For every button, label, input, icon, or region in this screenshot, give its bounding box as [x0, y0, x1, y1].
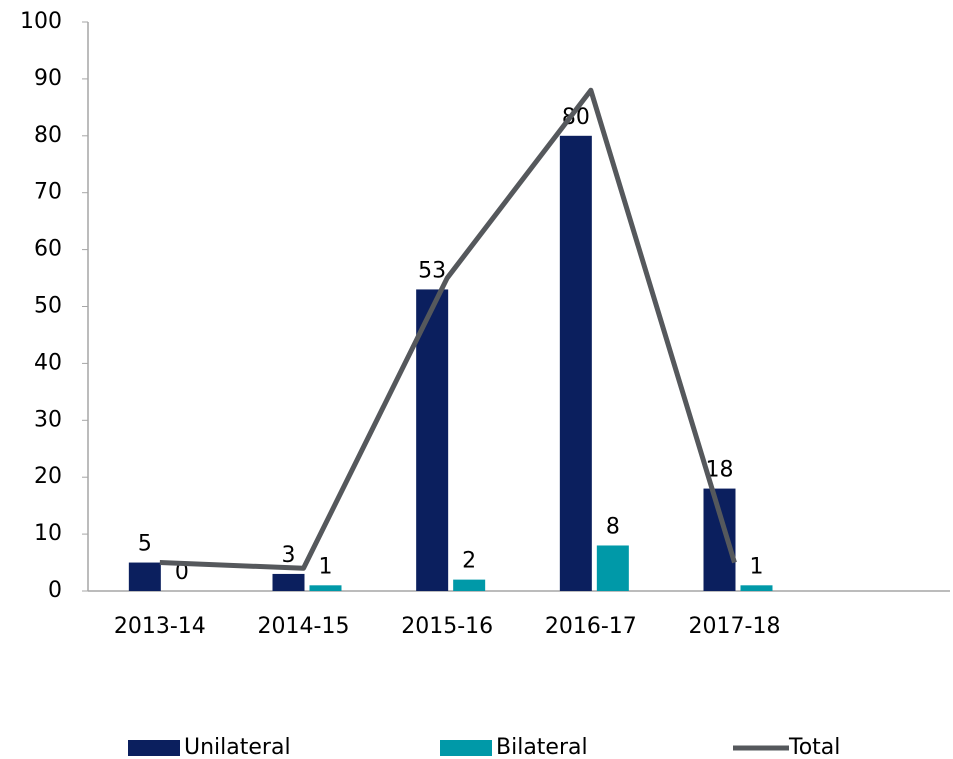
y-tick-label: 50 [34, 294, 62, 319]
y-tick-label: 100 [20, 9, 62, 34]
bar [416, 289, 449, 591]
line [159, 87, 737, 571]
y-tick-label: 20 [34, 464, 62, 489]
y-tick-label: 80 [34, 123, 62, 148]
y-tick-label: 60 [34, 237, 62, 262]
data-label: 1 [750, 554, 764, 579]
data-label: 0 [175, 560, 189, 585]
y-tick-label: 90 [34, 66, 62, 91]
legend-swatch [128, 740, 180, 756]
x-tick-label: 2015-16 [401, 614, 493, 639]
bar [309, 585, 342, 591]
legend-label: Total [788, 735, 840, 759]
x-tick-label: 2013-14 [114, 614, 206, 639]
bar [740, 585, 773, 591]
bar [453, 579, 486, 591]
y-tick-label: 0 [48, 578, 62, 603]
y-tick-label: 40 [34, 350, 62, 375]
y-tick-label: 10 [34, 521, 62, 546]
bar [596, 545, 629, 591]
data-label: 1 [319, 554, 333, 579]
bar [272, 573, 305, 591]
x-tick-label: 2016-17 [545, 614, 637, 639]
bar [128, 562, 161, 591]
legend-swatch [440, 740, 492, 756]
data-label: 5 [138, 532, 152, 557]
y-tick-label: 30 [34, 407, 62, 432]
bar [703, 488, 736, 591]
legend-label: Bilateral [496, 735, 588, 759]
data-label: 3 [282, 543, 296, 568]
data-label: 53 [418, 258, 446, 283]
y-tick-label: 70 [34, 180, 62, 205]
bar [559, 135, 592, 592]
x-tick-label: 2017-18 [689, 614, 781, 639]
legend-label: Unilateral [184, 735, 291, 759]
data-label: 8 [606, 514, 620, 539]
x-tick-label: 2014-15 [258, 614, 350, 639]
data-label: 2 [462, 549, 476, 574]
